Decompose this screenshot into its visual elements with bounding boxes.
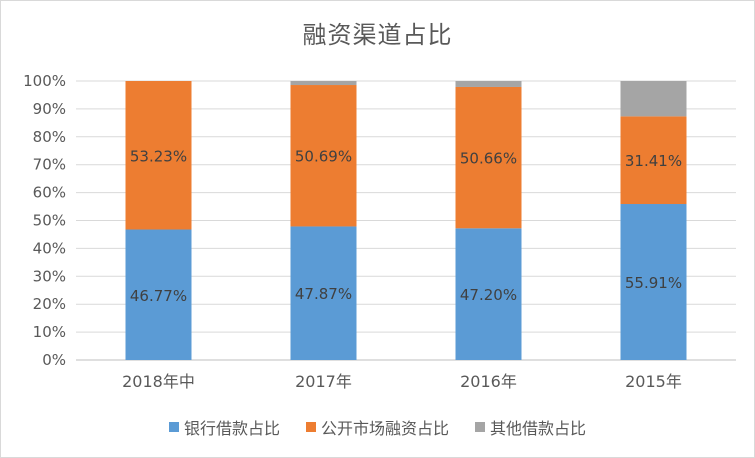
legend-swatch bbox=[305, 422, 316, 432]
bar-segment bbox=[290, 226, 357, 360]
bar-segment bbox=[125, 229, 192, 360]
data-label: 47.20% bbox=[460, 286, 517, 304]
bar-segment bbox=[620, 81, 687, 117]
y-tick-label: 90% bbox=[33, 100, 66, 118]
data-label: 55.91% bbox=[625, 274, 682, 292]
y-tick-label: 40% bbox=[33, 239, 66, 257]
x-tick-label: 2016年 bbox=[460, 372, 517, 391]
legend: 银行借款占比 公开市场融资占比 其他借款占比 bbox=[1, 415, 754, 439]
x-tick-label: 2018年中 bbox=[122, 372, 195, 391]
y-tick-label: 30% bbox=[33, 267, 66, 285]
bar-segment bbox=[455, 228, 522, 360]
y-tick-label: 20% bbox=[33, 295, 66, 313]
y-tick-label: 60% bbox=[33, 184, 66, 202]
y-tick-label: 0% bbox=[42, 351, 66, 369]
y-tick-label: 70% bbox=[33, 156, 66, 174]
data-label: 47.87% bbox=[295, 285, 352, 303]
bar-segment bbox=[620, 116, 687, 205]
data-label: 31.41% bbox=[625, 152, 682, 170]
chart-title: 融资渠道占比 bbox=[302, 21, 453, 49]
legend-swatch bbox=[168, 422, 179, 432]
x-tick-label: 2015年 bbox=[625, 372, 682, 391]
bar-segment bbox=[455, 81, 522, 87]
y-tick-label: 50% bbox=[33, 212, 66, 230]
bar-segment bbox=[290, 81, 357, 86]
y-tick-label: 100% bbox=[23, 72, 66, 90]
legend-item: 公开市场融资占比 bbox=[305, 415, 449, 439]
legend-item: 其他借款占比 bbox=[475, 415, 586, 439]
y-tick-label: 80% bbox=[33, 128, 66, 146]
bar-segment bbox=[290, 85, 357, 227]
data-label: 50.66% bbox=[460, 150, 517, 168]
legend-label: 公开市场融资占比 bbox=[320, 419, 449, 438]
x-tick-label: 2017年 bbox=[295, 372, 352, 391]
legend-label: 其他借款占比 bbox=[490, 419, 587, 438]
data-label: 53.23% bbox=[130, 147, 187, 165]
data-label: 50.69% bbox=[295, 148, 352, 166]
legend-item: 银行借款占比 bbox=[168, 415, 280, 439]
bar-segment bbox=[125, 81, 192, 230]
bar-segment bbox=[620, 204, 687, 360]
legend-label: 银行借款占比 bbox=[183, 419, 280, 438]
bar-segment bbox=[455, 86, 522, 229]
legend-swatch bbox=[475, 422, 485, 432]
data-label: 46.77% bbox=[130, 287, 187, 305]
y-tick-label: 10% bbox=[33, 323, 66, 341]
